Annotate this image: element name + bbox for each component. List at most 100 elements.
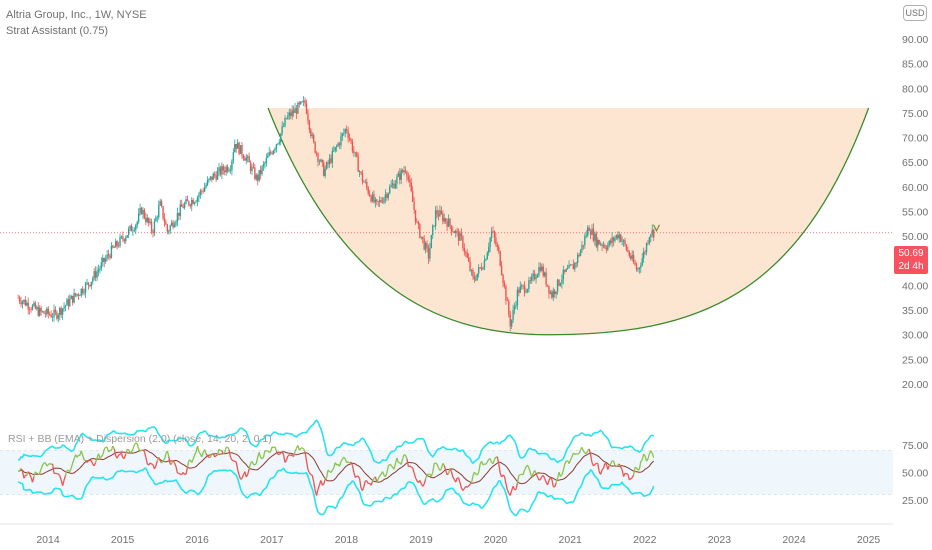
time-tick-label: 2022 (633, 534, 657, 546)
candle-body (292, 110, 295, 113)
rsi-segment (546, 480, 550, 486)
rsi-segment (584, 452, 587, 455)
rsi-segment (149, 462, 152, 465)
candle-body (305, 103, 308, 114)
candle-body (403, 170, 405, 173)
candle-body (229, 170, 232, 171)
indicator-label: Strat Assistant (0.75) (6, 25, 109, 37)
rsi-segment (281, 451, 285, 455)
candle-body (209, 176, 212, 179)
rsi-segment (476, 472, 480, 476)
candle-body (300, 101, 302, 104)
candle-body (278, 141, 280, 144)
candle-body (523, 285, 526, 293)
candle-body (423, 238, 425, 250)
candle-body (609, 240, 612, 244)
candle-body (321, 159, 323, 163)
rsi-segment (377, 475, 381, 480)
candle-body (407, 176, 410, 180)
candle-body (222, 166, 225, 171)
rsi-segment (614, 465, 617, 468)
candle-body (205, 185, 207, 188)
rsi-segment (358, 478, 362, 489)
rsi-tick-label: 50.00 (902, 468, 928, 480)
rsi-segment (120, 453, 124, 459)
candle-body (54, 309, 57, 313)
candle-body (370, 196, 372, 202)
rsi-segment (46, 464, 49, 467)
candle-body (146, 217, 148, 222)
price-tick-label: 30.00 (902, 330, 928, 342)
rsi-segment (93, 462, 97, 467)
rsi-segment (379, 473, 382, 477)
candle-body (470, 270, 473, 271)
rsi-segment (198, 451, 201, 455)
rsi-segment (651, 453, 655, 458)
candle-body (162, 206, 164, 219)
rsi-segment (268, 450, 272, 454)
candle-body (74, 293, 77, 296)
rsi-segment (559, 474, 563, 477)
candle-body (26, 302, 28, 306)
candle-body (374, 199, 377, 203)
currency-badge[interactable]: USD (903, 5, 927, 21)
rsi-bb-lower-line (18, 467, 655, 517)
rsi-segment (222, 452, 226, 455)
candle-body (409, 179, 411, 183)
rsi-segment (400, 458, 404, 465)
rsi-segment (201, 451, 204, 458)
candle-body (318, 161, 321, 163)
rsi-segment (123, 453, 127, 459)
candle-body (532, 273, 534, 277)
candle-body (404, 170, 407, 172)
candle-body (340, 136, 342, 146)
candle-body (123, 239, 126, 242)
rsi-tick-label: 75.00 (902, 440, 928, 452)
candle-body (60, 308, 62, 315)
rsi-segment (402, 454, 405, 460)
rsi-segment (489, 458, 493, 463)
candle-body (526, 289, 529, 292)
candle-body (353, 151, 355, 153)
rsi-segment (166, 450, 170, 457)
price-axis-strip (893, 0, 932, 550)
rsi-segment (245, 474, 249, 478)
candle-body (221, 166, 223, 175)
candle-body (143, 210, 146, 218)
rsi-segment (275, 450, 279, 455)
time-tick-label: 2021 (559, 534, 583, 546)
candle-body (206, 180, 209, 186)
rsi-segment (403, 454, 406, 456)
rsi-segment (515, 483, 519, 490)
candle-body (393, 183, 395, 189)
candle-body (241, 145, 243, 156)
candle-body (622, 240, 625, 242)
candle-body (235, 144, 237, 149)
candle-body (219, 167, 222, 175)
candle-body (198, 194, 200, 198)
rsi-segment (196, 445, 200, 453)
candle-body (214, 173, 216, 176)
candle-body (302, 100, 305, 102)
rsi-segment (99, 456, 102, 459)
rsi-line-group (17, 442, 655, 496)
rsi-segment (51, 463, 55, 474)
candle-body (338, 143, 341, 146)
candle-body (242, 155, 245, 159)
candle-body (651, 229, 653, 235)
candle-body (317, 153, 319, 162)
rsi-segment (47, 462, 51, 466)
rsi-segment (20, 468, 24, 472)
rsi-segment (136, 443, 140, 449)
rsi-segment (597, 463, 600, 472)
rsi-segment (29, 474, 32, 478)
candle-body (387, 193, 389, 198)
candle-body (344, 129, 346, 133)
rsi-segment (386, 465, 389, 474)
rsi-segment (315, 489, 319, 496)
candle-body (640, 265, 642, 268)
candle-body (284, 117, 286, 127)
rsi-segment (191, 458, 194, 463)
candle-body (615, 234, 618, 238)
